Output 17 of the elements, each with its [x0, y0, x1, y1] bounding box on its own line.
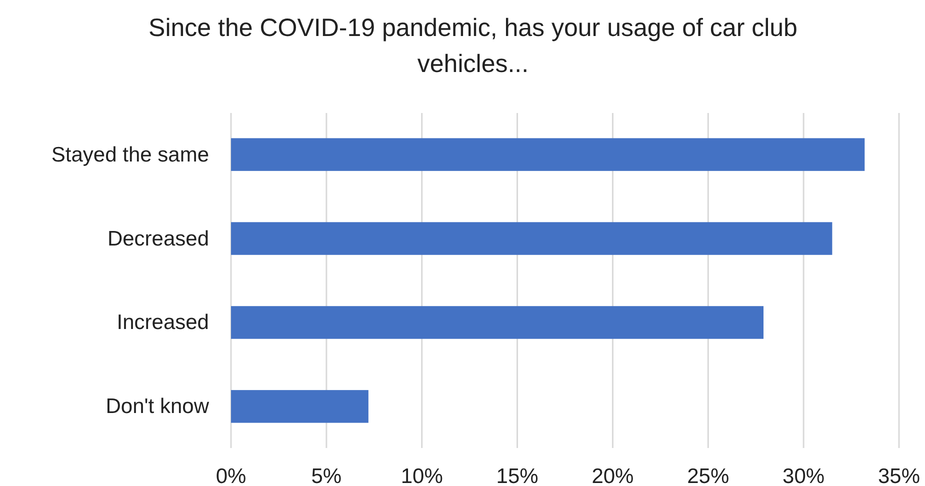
x-tick-label: 30% [782, 464, 825, 486]
bar [231, 306, 764, 339]
bar [231, 222, 832, 255]
x-tick-label: 15% [496, 464, 538, 486]
x-tick-label: 0% [216, 464, 246, 486]
bar [231, 390, 368, 423]
y-tick-label: Don't know [106, 395, 210, 418]
x-tick-label: 35% [878, 464, 920, 486]
x-tick-label: 25% [687, 464, 730, 486]
y-tick-label: Stayed the same [51, 143, 209, 166]
y-tick-label: Increased [116, 311, 209, 334]
chart-title: Since the COVID-19 pandemic, has your usage of car club vehicles... [148, 14, 798, 78]
y-tick-label: Decreased [107, 227, 209, 250]
x-tick-label: 10% [400, 464, 443, 486]
bar [231, 138, 865, 171]
x-tick-label: 5% [311, 464, 342, 486]
x-tick-label: 20% [592, 464, 634, 486]
